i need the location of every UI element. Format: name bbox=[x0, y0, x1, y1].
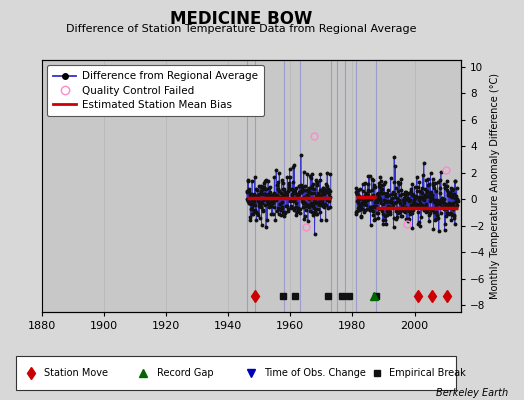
Text: Difference of Station Temperature Data from Regional Average: Difference of Station Temperature Data f… bbox=[66, 24, 416, 34]
Text: Berkeley Earth: Berkeley Earth bbox=[436, 388, 508, 398]
FancyBboxPatch shape bbox=[16, 356, 456, 390]
Text: Record Gap: Record Gap bbox=[157, 368, 213, 378]
Legend: Difference from Regional Average, Quality Control Failed, Estimated Station Mean: Difference from Regional Average, Qualit… bbox=[47, 65, 264, 116]
Text: Station Move: Station Move bbox=[45, 368, 108, 378]
Text: Empirical Break: Empirical Break bbox=[389, 368, 466, 378]
Y-axis label: Monthly Temperature Anomaly Difference (°C): Monthly Temperature Anomaly Difference (… bbox=[490, 73, 500, 299]
Text: Time of Obs. Change: Time of Obs. Change bbox=[265, 368, 366, 378]
Text: MEDICINE BOW: MEDICINE BOW bbox=[170, 10, 312, 28]
